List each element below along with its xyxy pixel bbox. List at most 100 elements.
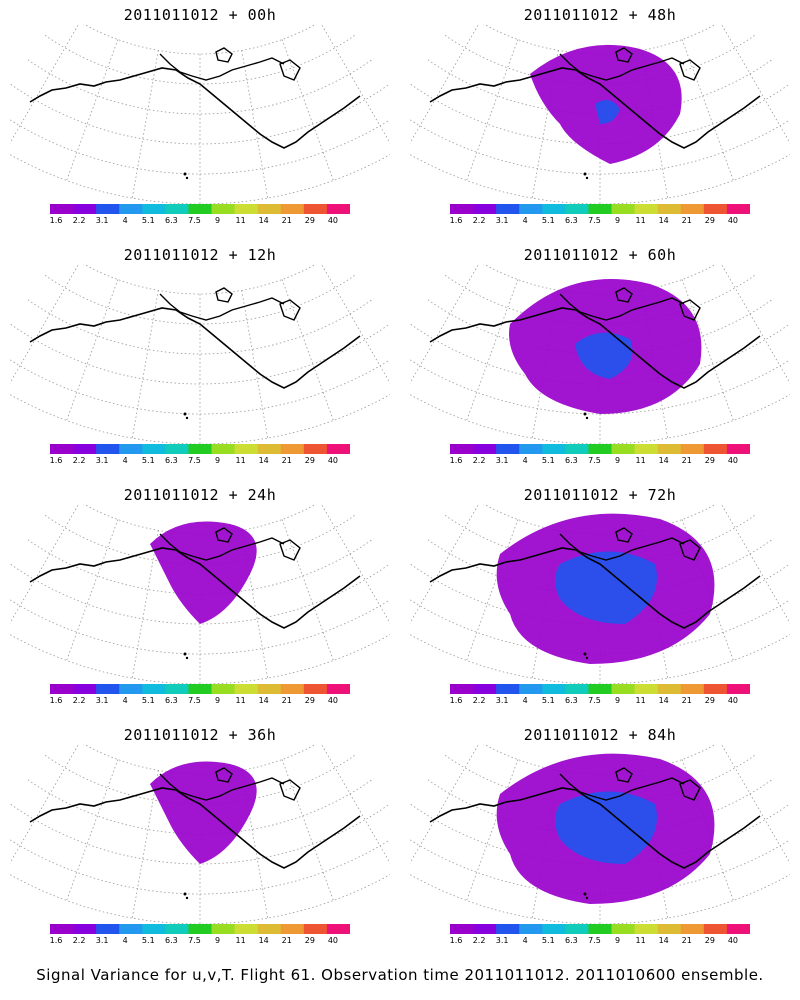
longitude-line: [466, 759, 519, 901]
island-dot: [583, 892, 587, 896]
colorbar-swatch: [188, 204, 213, 214]
colorbar-swatch: [588, 924, 613, 934]
longitude-line: [410, 504, 480, 624]
island-dot: [183, 172, 187, 176]
latitude-line: [410, 394, 790, 444]
longitude-line: [320, 24, 390, 144]
colorbar-swatch: [611, 204, 636, 214]
colorbar-labels: 1.6 2.2 3.1 4 5.1 6.3 7.5 9 11 14 21 29 40: [50, 936, 350, 948]
colorbar-tick-label: 1.6: [49, 936, 63, 945]
island-outline: [615, 767, 633, 783]
colorbar-tick-label: 29: [704, 936, 715, 945]
colorbar-tick-label: 11: [635, 456, 646, 465]
colorbar-labels: 1.6 2.2 3.1 4 5.1 6.3 7.5 9 11 14 21 29 40: [450, 216, 750, 228]
colorbar-swatch: [519, 444, 543, 454]
colorbar-swatch: [119, 204, 143, 214]
colorbar-tick-label: 11: [235, 936, 246, 945]
colorbar-tick-label: 1.6: [49, 216, 63, 225]
coastline-north: [159, 533, 285, 561]
colorbar-tick-label: 21: [681, 696, 692, 705]
colorbar-tick-label: 14: [658, 696, 669, 705]
colorbar-tick-label: 4: [522, 936, 528, 945]
colorbar-swatch: [496, 204, 520, 214]
longitude-line: [131, 530, 159, 679]
colorbar-swatch: [50, 924, 74, 934]
latitude-line: [10, 839, 390, 895]
island-dot: [185, 416, 189, 420]
colorbar-swatch: [588, 444, 613, 454]
longitude-line: [241, 290, 269, 439]
colorbar-tick-label: 4: [122, 216, 128, 225]
polar-map: [10, 504, 390, 684]
polar-map: [410, 504, 790, 684]
latitude-line: [10, 323, 390, 385]
colorbar-tick-label: 3.1: [495, 216, 509, 225]
coastline-north: [159, 53, 285, 81]
colorbar-tick-label: 7.5: [188, 696, 201, 705]
longitude-line: [410, 264, 480, 384]
colorbar-tick-label: 7.5: [588, 696, 601, 705]
graticule: [10, 264, 390, 444]
colorbar-swatch: [326, 924, 350, 934]
colorbar-labels: 1.6 2.2 3.1 4 5.1 6.3 7.5 9 11 14 21 29 40: [50, 216, 350, 228]
colorbar-tick-label: 5.1: [141, 456, 155, 465]
colorbar-swatch: [473, 924, 497, 934]
colorbar-swatch: [703, 684, 728, 694]
colorbar-swatch: [565, 204, 589, 214]
colorbar-swatch: [565, 684, 589, 694]
colorbar-tick-label: 4: [122, 936, 128, 945]
island-outline: [279, 539, 301, 561]
longitude-line: [681, 39, 734, 181]
colorbar-swatch: [726, 684, 750, 694]
island-outline: [215, 287, 233, 303]
colorbar-tick-label: 4: [122, 456, 128, 465]
colorbar-tick-label: 40: [727, 216, 739, 225]
colorbar-labels: 1.6 2.2 3.1 4 5.1 6.3 7.5 9 11 14 21 29 40: [450, 936, 750, 948]
variance-shading: [595, 100, 620, 124]
island-outline: [279, 299, 301, 321]
colorbar-tick-label: 7.5: [588, 216, 601, 225]
map-panel-36h: 2011011012 + 36h 1.6 2.2 3.1 4 5.1 6.3 7.5 9 11 1…: [10, 722, 390, 957]
colorbar-swatch: [257, 684, 282, 694]
island-outline: [615, 527, 633, 543]
longitude-line: [681, 279, 734, 421]
latitude-line: [82, 24, 318, 55]
latitude-line: [410, 599, 790, 655]
colorbar-swatch: [303, 684, 328, 694]
latitude-line: [10, 874, 390, 924]
map-panel-84h: 2011011012 + 84h 1.6 2.2 3.1 4 5.1 6.3 7.5 9 11 1…: [410, 722, 790, 957]
colorbar-swatch: [680, 444, 705, 454]
colorbar-tick-label: 29: [704, 696, 715, 705]
island-dot: [185, 176, 189, 180]
longitude-line: [720, 744, 790, 864]
island-outline: [679, 779, 701, 801]
longitude-line: [720, 264, 790, 384]
coastline-north: [159, 773, 285, 801]
colorbar-tick-label: 6.3: [565, 216, 578, 225]
longitude-line: [281, 279, 334, 421]
colorbar-swatch: [726, 924, 750, 934]
colorbar-tick-label: 11: [235, 216, 246, 225]
longitude-line: [66, 759, 119, 901]
latitude-line: [482, 504, 718, 535]
colorbar-swatch: [73, 684, 97, 694]
latitude-line: [10, 83, 390, 145]
colorbar-tick-label: 3.1: [495, 696, 509, 705]
colorbar-swatch: [611, 444, 636, 454]
colorbar-swatch: [657, 444, 682, 454]
colorbar-swatch: [96, 684, 120, 694]
latitude-line: [482, 744, 718, 775]
map-panel-48h: 2011011012 + 48h 1.6 2.2 3.1 4 5.1 6.3 7.5 9 11 1…: [410, 2, 790, 237]
colorbar-swatch: [73, 204, 97, 214]
longitude-line: [131, 50, 159, 199]
island-outline: [279, 779, 301, 801]
colorbar-swatch: [326, 444, 350, 454]
colorbar-swatch: [142, 444, 166, 454]
colorbar-swatch: [165, 444, 189, 454]
colorbar-swatch: [50, 444, 74, 454]
island-dot: [183, 892, 187, 896]
colorbar-swatch: [611, 684, 636, 694]
colorbar-tick-label: 2.2: [472, 456, 486, 465]
colorbar-swatch: [496, 684, 520, 694]
colorbar-tick-label: 6.3: [165, 216, 178, 225]
